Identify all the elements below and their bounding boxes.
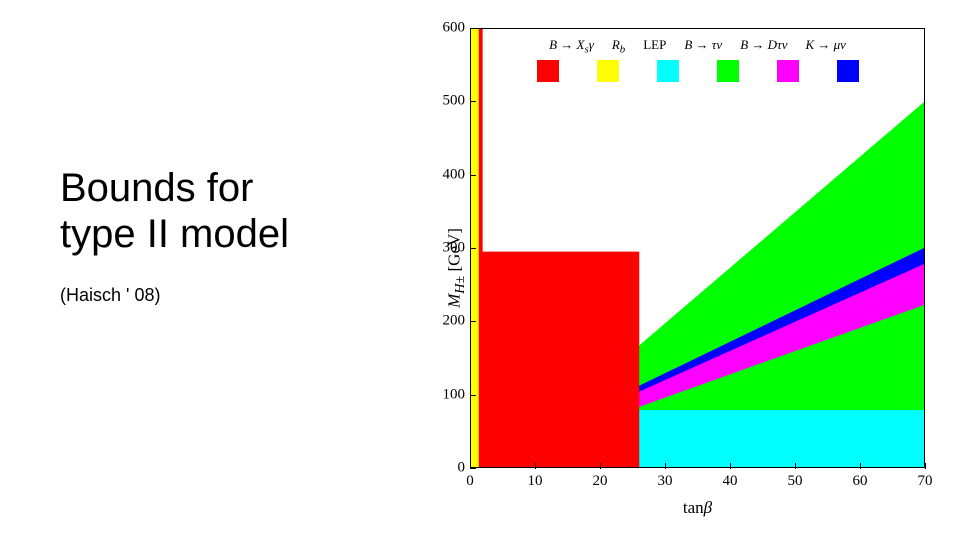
x-tick-mark bbox=[925, 463, 926, 469]
y-tick-mark bbox=[470, 395, 476, 396]
citation-text: (Haisch ' 08) bbox=[60, 285, 160, 306]
x-tick-label: 60 bbox=[853, 473, 868, 490]
x-tick-mark bbox=[535, 463, 536, 469]
y-tick-mark bbox=[470, 321, 476, 322]
slide: Bounds for type II model (Haisch ' 08) M… bbox=[0, 0, 960, 540]
x-tick-mark bbox=[600, 463, 601, 469]
legend-swatch bbox=[837, 60, 859, 82]
x-tick-mark bbox=[665, 463, 666, 469]
y-tick-mark bbox=[470, 28, 476, 29]
x-tick-label: 10 bbox=[528, 473, 543, 490]
y-tick-label: 0 bbox=[435, 460, 465, 477]
legend-swatch bbox=[537, 60, 559, 82]
legend-label-rb: Rb bbox=[612, 37, 625, 56]
exclusion-chart: MH± [GeV] B → Xsγ Rb LEP B → τν B → Dτν … bbox=[415, 18, 940, 518]
legend-labels-row: B → Xsγ Rb LEP B → τν B → Dτν K → μν bbox=[549, 37, 846, 56]
title-line-1: Bounds for bbox=[60, 166, 253, 210]
x-tick-mark bbox=[795, 463, 796, 469]
chart-legend: B → Xsγ Rb LEP B → τν B → Dτν K → μν bbox=[531, 35, 865, 84]
y-tick-label: 100 bbox=[435, 386, 465, 403]
legend-label-lep: LEP bbox=[643, 37, 666, 53]
legend-swatches-row bbox=[537, 60, 859, 82]
y-tick-label: 500 bbox=[435, 93, 465, 110]
y-tick-mark bbox=[470, 175, 476, 176]
y-tick-label: 600 bbox=[435, 20, 465, 37]
y-tick-label: 400 bbox=[435, 166, 465, 183]
x-tick-label: 20 bbox=[593, 473, 608, 490]
legend-label-bdtaunu: B → Dτν bbox=[740, 37, 787, 53]
region-B_to_Xs_gamma_main bbox=[471, 252, 639, 467]
legend-swatch bbox=[597, 60, 619, 82]
x-axis-label: tanβ bbox=[470, 498, 925, 518]
x-tick-label: 50 bbox=[788, 473, 803, 490]
legend-swatch bbox=[777, 60, 799, 82]
title-line-2: type II model bbox=[60, 212, 289, 256]
x-tick-label: 40 bbox=[723, 473, 738, 490]
legend-label-btaunu: B → τν bbox=[684, 37, 722, 53]
regions-svg bbox=[471, 29, 924, 467]
x-tick-mark bbox=[860, 463, 861, 469]
legend-label-kmunu: K → μν bbox=[805, 37, 845, 53]
y-tick-label: 200 bbox=[435, 313, 465, 330]
x-tick-mark bbox=[730, 463, 731, 469]
legend-swatch bbox=[657, 60, 679, 82]
legend-swatch bbox=[717, 60, 739, 82]
legend-label-bxsg: B → Xsγ bbox=[549, 37, 594, 56]
x-tick-label: 30 bbox=[658, 473, 673, 490]
y-tick-label: 300 bbox=[435, 240, 465, 257]
y-tick-mark bbox=[470, 248, 476, 249]
y-tick-mark bbox=[470, 101, 476, 102]
x-tick-mark bbox=[470, 463, 471, 469]
plot-area: B → Xsγ Rb LEP B → τν B → Dτν K → μν bbox=[470, 28, 925, 468]
x-tick-label: 0 bbox=[466, 473, 474, 490]
slide-title: Bounds for type II model bbox=[60, 165, 289, 257]
x-tick-label: 70 bbox=[918, 473, 933, 490]
